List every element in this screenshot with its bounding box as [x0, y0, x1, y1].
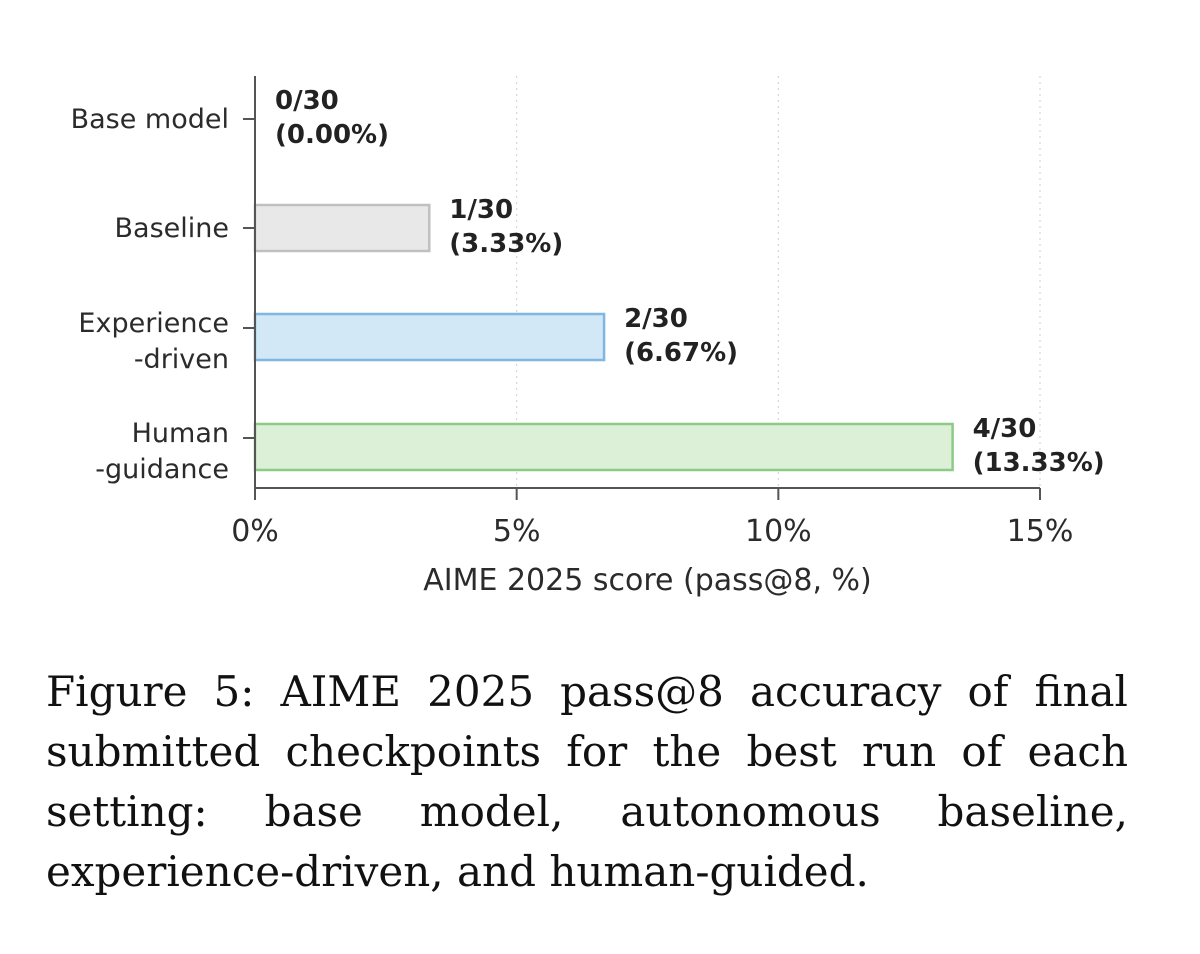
y-tick-label-line: -guidance [95, 454, 229, 485]
bar-value-label-2: 2/30 (6.67%) [624, 304, 738, 368]
bar-3 [253, 422, 954, 472]
bar-1 [253, 203, 431, 253]
bar-value-label-line: 2/30 [624, 304, 688, 334]
bar-value-label-line: (6.67%) [624, 338, 738, 368]
bar-value-label-1: 1/30 (3.33%) [449, 195, 563, 259]
y-tick-label-line: Experience [78, 308, 229, 339]
figure-caption: Figure 5: AIME 2025 pass@8 accuracy of f… [46, 667, 1128, 896]
y-tick-label-line: -driven [134, 344, 229, 375]
bar-value-label-line: (3.33%) [449, 229, 563, 259]
bar-value-label-3: 4/30 (13.33%) [973, 414, 1105, 478]
y-tick-label-0: Base model [71, 104, 229, 135]
y-tick-label-2: Experience -driven [78, 308, 229, 375]
y-tick-label-3: Human -guidance [95, 418, 229, 485]
y-tick-label-line: Base model [71, 104, 229, 135]
bar-chart: 0/30 (0.00%) 1/30 (3.33%) 2/30 (6.67%) 4/30 (13… [71, 76, 1105, 598]
y-tick-label-line: Baseline [115, 213, 229, 244]
bar-value-label-line: (13.33%) [973, 448, 1105, 478]
bar-value-label-line: (0.00%) [275, 120, 389, 150]
grid-lines [516, 76, 1041, 488]
bar-value-label-line: 0/30 [275, 86, 339, 116]
y-tick-label-1: Baseline [115, 213, 229, 244]
x-tick-label-0: 0% [231, 514, 279, 549]
x-tick-label-2: 10% [745, 514, 812, 549]
x-axis-title: AIME 2025 score (pass@8, %) [423, 563, 872, 598]
bar-2 [253, 312, 606, 362]
bar-value-label-line: 4/30 [973, 414, 1037, 444]
x-tick-label-1: 5% [493, 514, 541, 549]
bar-value-label-line: 1/30 [449, 195, 513, 225]
bar-value-label-0: 0/30 (0.00%) [275, 86, 389, 150]
bars [253, 203, 954, 472]
x-tick-label-3: 15% [1007, 514, 1074, 549]
labels: 0/30 (0.00%) 1/30 (3.33%) 2/30 (6.67%) 4/30 (13… [71, 86, 1105, 598]
axes [243, 76, 1041, 500]
y-tick-label-line: Human [132, 418, 229, 449]
